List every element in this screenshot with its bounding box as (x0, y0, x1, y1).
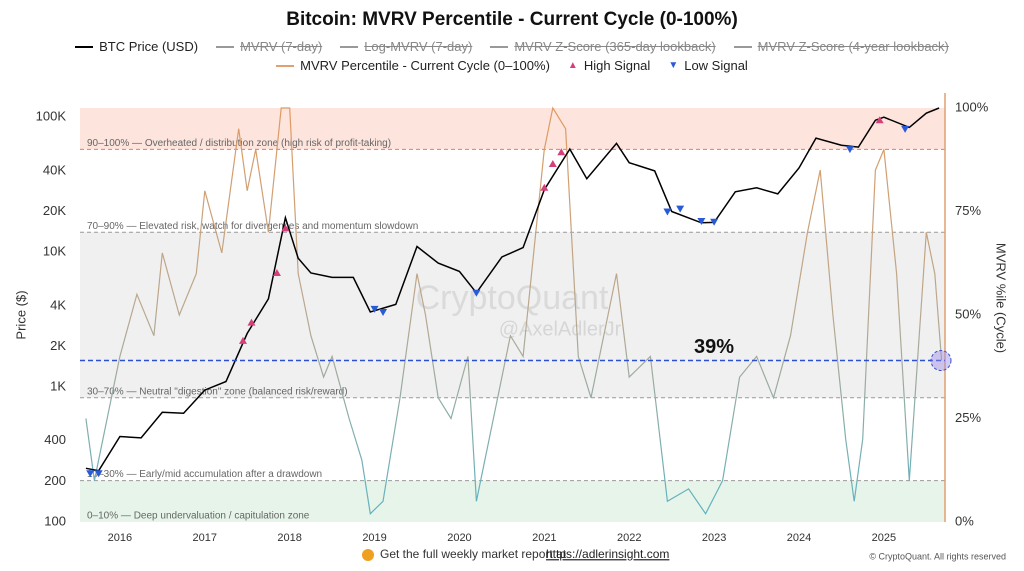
legend-label: MVRV (7-day) (240, 39, 323, 54)
copyright: © CryptoQuant. All rights reserved (869, 551, 1006, 561)
x-tick-label: 2022 (617, 532, 641, 544)
footer-link[interactable]: https://adlerinsight.com (546, 547, 669, 561)
signal-marker (548, 159, 557, 167)
y-tick-label: 100 (44, 513, 66, 528)
zone-label: 30–70% — Neutral "digestion" zone (balan… (87, 386, 348, 397)
legend-label: BTC Price (USD) (99, 39, 199, 54)
y2-tick-label: 75% (955, 203, 981, 218)
legend-item[interactable]: MVRV Z-Score (365-day lookback) (490, 39, 716, 54)
signal-marker (540, 183, 549, 191)
legend-item[interactable]: Log-MVRV (7-day) (340, 39, 472, 54)
signal-marker (272, 269, 281, 277)
plot-background (80, 108, 945, 522)
signal-marker (845, 146, 854, 154)
y-tick-label: 20K (43, 203, 66, 218)
current-label: 39% (694, 336, 734, 358)
series-line (85, 106, 943, 515)
signal-marker (901, 125, 910, 133)
chart-title: Bitcoin: MVRV Percentile - Current Cycle… (286, 9, 738, 30)
x-tick-label: 2023 (702, 532, 726, 544)
zone-band (80, 480, 945, 522)
signal-marker (281, 224, 290, 232)
signal-marker (86, 470, 95, 478)
legend-label: MVRV Percentile - Current Cycle (0–100%) (300, 58, 550, 73)
footer-text: Get the full weekly market report at (380, 547, 567, 561)
signal-marker (697, 218, 706, 226)
signal-marker (247, 318, 256, 326)
signal-marker (663, 208, 672, 216)
signal-marker (875, 116, 884, 124)
signal-marker (370, 305, 379, 313)
x-tick-label: 2019 (362, 532, 386, 544)
signal-marker (238, 336, 247, 344)
x-tick-label: 2025 (872, 532, 896, 544)
legend-item[interactable]: BTC Price (USD) (75, 39, 198, 54)
y-tick-label: 200 (44, 473, 66, 488)
signal-marker (94, 470, 103, 478)
zone-band (80, 108, 945, 150)
zone-label: 10–30% — Early/mid accumulation after a … (87, 469, 322, 480)
x-tick-label: 2017 (193, 532, 217, 544)
y-tick-label: 400 (44, 432, 66, 447)
zone-label: 70–90% — Elevated risk, watch for diverg… (87, 221, 418, 232)
x-tick-label: 2021 (532, 532, 556, 544)
signal-marker (710, 218, 719, 226)
zone-label: 90–100% — Overheated / distribution zone… (87, 138, 391, 149)
footer-icon (362, 549, 374, 561)
legend-label: MVRV Z-Score (365-day lookback) (514, 39, 716, 54)
y-tick-label: 10K (43, 244, 66, 259)
y-tick-label: 2K (50, 338, 66, 353)
y2-axis-title: MVRV %ile (Cycle) (994, 243, 1009, 353)
legend: MVRV Percentile - Current Cycle (0–100%)… (0, 58, 1024, 73)
current-marker (930, 350, 952, 372)
y2-tick-label: 0% (955, 513, 974, 528)
legend-item[interactable]: ▲ High Signal (567, 58, 651, 73)
x-tick-label: 2020 (447, 532, 471, 544)
legend-label: MVRV Z-Score (4-year lookback) (757, 39, 949, 54)
signal-marker (557, 148, 566, 156)
legend: BTC Price (USD) MVRV (7-day) Log-MVRV (7-d… (0, 39, 1024, 54)
y2-tick-label: 50% (955, 306, 981, 321)
legend-label: Low Signal (684, 58, 748, 73)
series-line (85, 107, 940, 472)
legend-item[interactable]: MVRV Percentile - Current Cycle (0–100%) (276, 58, 550, 73)
signal-marker (676, 205, 685, 213)
legend-label: High Signal (583, 58, 651, 73)
watermark: CryptoQuant (416, 279, 609, 317)
y-tick-label: 4K (50, 297, 66, 312)
y-tick-label: 40K (43, 162, 66, 177)
signal-marker (472, 289, 481, 297)
y2-tick-label: 25% (955, 410, 981, 425)
watermark: @AxelAdlerJr (499, 318, 622, 340)
legend-label: Log-MVRV (7-day) (364, 39, 473, 54)
y2-tick-label: 100% (955, 99, 989, 114)
legend-item[interactable]: ▼ Low Signal (668, 58, 748, 73)
zone-label: 0–10% — Deep undervaluation / capitulati… (87, 511, 310, 522)
zone-band (80, 232, 945, 398)
legend-item[interactable]: MVRV Z-Score (4-year lookback) (733, 39, 949, 54)
signal-marker (379, 309, 388, 317)
y-tick-label: 100K (36, 109, 67, 124)
x-tick-label: 2024 (787, 532, 811, 544)
y-axis-title: Price ($) (13, 290, 28, 339)
legend-item[interactable]: MVRV (7-day) (216, 39, 322, 54)
x-tick-label: 2018 (277, 532, 301, 544)
x-tick-label: 2016 (108, 532, 132, 544)
y-tick-label: 1K (50, 379, 66, 394)
